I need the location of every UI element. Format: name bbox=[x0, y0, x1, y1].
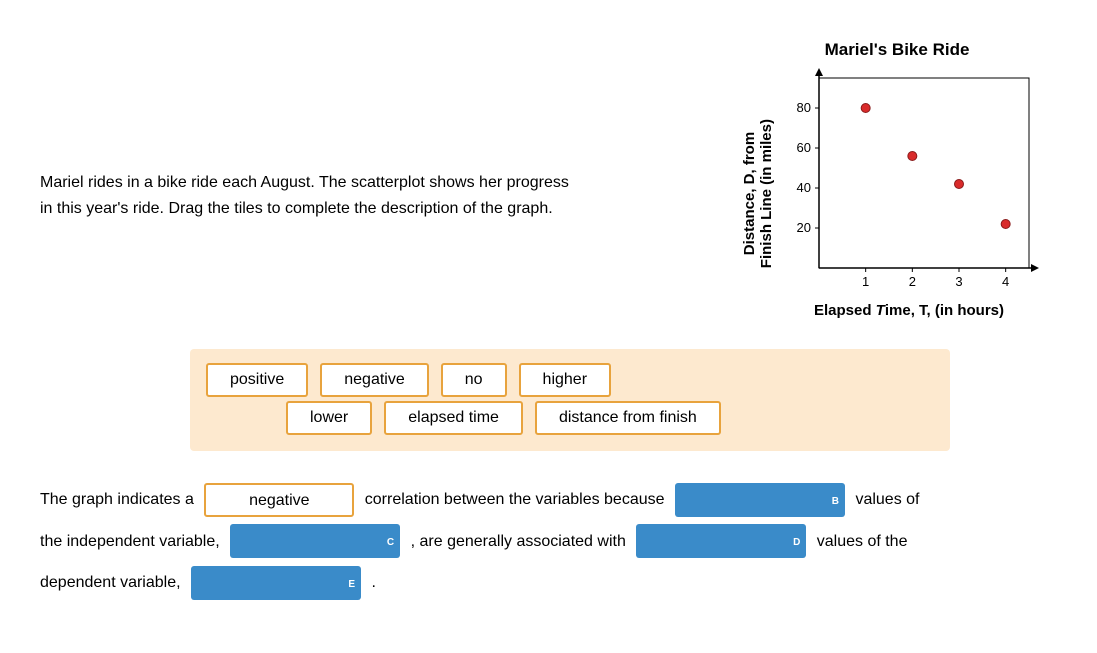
tile-higher[interactable]: higher bbox=[519, 363, 611, 397]
svg-text:3: 3 bbox=[955, 274, 962, 289]
slot-c[interactable]: C bbox=[230, 524, 400, 558]
sentence-area: The graph indicates a negative correlati… bbox=[40, 479, 1057, 604]
prompt-line2: in this year's ride. Drag the tiles to c… bbox=[40, 196, 717, 222]
tiles-row-2: lower elapsed time distance from finish bbox=[286, 401, 934, 435]
slot-letter: C bbox=[387, 530, 394, 556]
chart-xlabel: Elapsed Time, T, (in hours) bbox=[779, 302, 1039, 319]
slot-b[interactable]: B bbox=[675, 483, 845, 517]
tile-negative[interactable]: negative bbox=[320, 363, 429, 397]
slot-e[interactable]: E bbox=[191, 566, 361, 600]
sentence-text: The graph indicates a bbox=[40, 491, 194, 508]
sentence-text: correlation between the variables becaus… bbox=[365, 491, 665, 508]
sentence-text: values of bbox=[855, 491, 919, 508]
slot-letter: B bbox=[832, 489, 839, 515]
scatter-chart: Mariel's Bike Ride Distance, D, fromFini… bbox=[737, 40, 1057, 319]
slot-letter: E bbox=[348, 572, 355, 598]
slot-a[interactable]: negative bbox=[204, 483, 354, 517]
slot-letter: D bbox=[793, 530, 800, 556]
svg-text:4: 4 bbox=[1002, 274, 1009, 289]
tiles-row-1: positive negative no higher bbox=[206, 363, 934, 397]
svg-text:20: 20 bbox=[797, 220, 811, 235]
sentence-text: values of the bbox=[817, 533, 908, 550]
svg-text:80: 80 bbox=[797, 100, 811, 115]
svg-text:40: 40 bbox=[797, 180, 811, 195]
chart-title: Mariel's Bike Ride bbox=[737, 40, 1057, 60]
tile-positive[interactable]: positive bbox=[206, 363, 308, 397]
tile-no[interactable]: no bbox=[441, 363, 507, 397]
sentence-text: , are generally associated with bbox=[411, 533, 626, 550]
prompt-line1: Mariel rides in a bike ride each August.… bbox=[40, 170, 717, 196]
tiles-tray: positive negative no higher lower elapsed ti… bbox=[190, 349, 950, 451]
tile-distance-from-finish[interactable]: distance from finish bbox=[535, 401, 721, 435]
tile-lower[interactable]: lower bbox=[286, 401, 372, 435]
sentence-text: . bbox=[371, 574, 375, 591]
svg-text:60: 60 bbox=[797, 140, 811, 155]
prompt-text: Mariel rides in a bike ride each August.… bbox=[40, 40, 717, 221]
chart-plot: 20 40 60 80 1 2 3 4 bbox=[779, 68, 1039, 298]
slot-d[interactable]: D bbox=[636, 524, 806, 558]
sentence-text: the independent variable, bbox=[40, 533, 220, 550]
tile-elapsed-time[interactable]: elapsed time bbox=[384, 401, 523, 435]
chart-ylabel: Distance, D, fromFinish Line (in miles) bbox=[737, 119, 779, 268]
sentence-text: dependent variable, bbox=[40, 574, 181, 591]
svg-text:1: 1 bbox=[862, 274, 869, 289]
svg-text:2: 2 bbox=[909, 274, 916, 289]
